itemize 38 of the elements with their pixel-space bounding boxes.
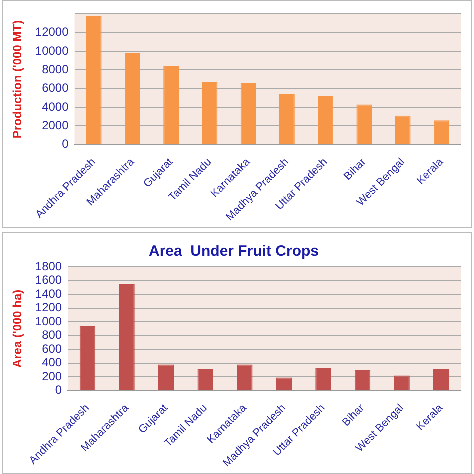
bar [240,83,256,144]
y-tick-label: 0 [62,137,70,152]
bar [433,370,450,390]
bar [119,284,135,390]
y-tick-label: 400 [42,356,62,370]
bar [354,370,371,390]
y-tick-label: 12000 [35,25,70,40]
y-tick-label: 6000 [42,81,70,96]
bar [237,364,253,390]
y-tick-label: 800 [42,328,62,342]
y-tick-label: 4000 [42,100,70,114]
y-tick-label: 200 [42,369,62,384]
y-tick-label: 0 [55,383,62,398]
bar [164,66,180,144]
bar [124,53,140,144]
y-tick-label: 600 [42,342,62,356]
bar [316,368,332,390]
y-tick-label: 10000 [35,44,70,58]
y-tick-label: 1200 [35,300,62,315]
y-tick-label: 8000 [42,62,70,77]
bar [356,104,372,144]
y-axis-title: Production ('000 MT) [10,20,25,139]
chart-title: Area Under Fruit Crops [148,243,320,260]
y-tick-label: 1600 [35,273,62,288]
bar [86,16,102,144]
bar [80,326,96,390]
y-axis-title: Area ('000 ha) [10,290,25,368]
y-tick-label: 2000 [42,118,70,133]
bar [198,370,214,390]
bar [202,82,218,144]
y-tick-label: 1400 [35,286,62,301]
y-tick-label: 1000 [35,314,62,328]
bar [279,94,295,144]
bar [395,116,411,144]
y-tick-label: 1800 [35,259,62,274]
bar [318,96,334,144]
bar [434,120,450,144]
bar [158,364,174,390]
